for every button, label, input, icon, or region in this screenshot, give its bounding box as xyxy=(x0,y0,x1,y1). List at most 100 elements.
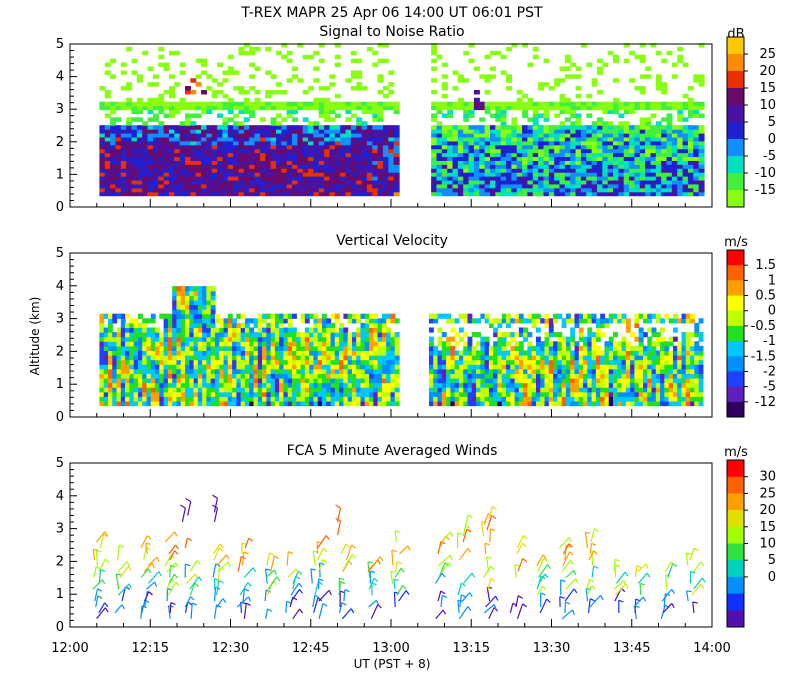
velocity-cell xyxy=(253,332,259,338)
snr-cell xyxy=(120,179,127,185)
snr-cell xyxy=(243,168,250,173)
snr-cell xyxy=(243,109,250,115)
snr-cell xyxy=(661,105,668,111)
snr-cell xyxy=(516,191,523,197)
snr-cell xyxy=(211,144,218,150)
snr-cell xyxy=(238,140,245,146)
velocity-cell xyxy=(647,341,653,347)
snr-cell xyxy=(500,187,507,193)
velocity-cell xyxy=(274,345,280,352)
snr-cell xyxy=(190,148,197,154)
velocity-cell xyxy=(112,387,118,393)
velocity-cell xyxy=(313,382,319,388)
velocity-cell xyxy=(172,396,178,402)
velocity-cell xyxy=(531,400,537,407)
snr-cell xyxy=(559,97,566,103)
snr-cell xyxy=(532,168,539,173)
snr-cell xyxy=(340,156,347,161)
velocity-cell xyxy=(99,373,105,379)
snr-cell xyxy=(361,121,368,126)
velocity-cell xyxy=(544,373,550,379)
velocity-cell xyxy=(330,359,336,365)
velocity-cell xyxy=(386,373,392,379)
snr-cell xyxy=(377,144,384,150)
snr-cell xyxy=(468,101,475,107)
velocity-cell xyxy=(125,368,130,374)
snr-cell xyxy=(618,113,625,118)
velocity-cell xyxy=(480,341,486,347)
velocity-cell xyxy=(638,341,644,347)
velocity-cell xyxy=(540,368,546,374)
snr-cell xyxy=(233,176,240,181)
velocity-cell xyxy=(630,350,636,356)
snr-cell xyxy=(655,176,662,181)
snr-cell xyxy=(190,164,197,169)
snr-cell xyxy=(693,144,700,150)
snr-cell xyxy=(677,125,684,130)
velocity-cell xyxy=(548,396,554,402)
snr-cell xyxy=(575,179,582,185)
snr-cell xyxy=(185,133,191,138)
velocity-cell xyxy=(351,318,357,324)
snr-cell xyxy=(607,50,614,56)
velocity-cell xyxy=(467,400,473,407)
snr-cell xyxy=(495,187,502,193)
snr-cell xyxy=(548,148,555,154)
velocity-cell xyxy=(488,318,494,324)
snr-cell xyxy=(650,183,657,189)
velocity-cell xyxy=(313,327,319,333)
velocity-cell xyxy=(463,350,469,356)
snr-cell xyxy=(506,152,512,158)
velocity-cell xyxy=(129,359,135,365)
snr-cell xyxy=(495,172,502,177)
snr-cell xyxy=(318,160,325,165)
velocity-cell xyxy=(321,350,327,356)
velocity-cell xyxy=(642,391,648,397)
snr-cell xyxy=(99,140,106,146)
snr-cell xyxy=(292,136,298,142)
velocity-cell xyxy=(309,327,315,333)
velocity-cell xyxy=(253,336,259,342)
velocity-cell xyxy=(514,318,520,324)
snr-cell xyxy=(318,176,325,181)
snr-cell xyxy=(538,133,545,138)
velocity-cell xyxy=(386,350,392,356)
velocity-cell xyxy=(471,318,477,324)
snr-cell xyxy=(607,152,614,158)
velocity-cell xyxy=(326,364,332,370)
snr-cell xyxy=(468,140,475,146)
snr-cell xyxy=(308,176,315,181)
snr-cell xyxy=(297,133,304,138)
snr-cell xyxy=(522,160,529,165)
snr-cell xyxy=(318,58,325,64)
snr-cell xyxy=(254,140,261,146)
snr-cell xyxy=(463,140,470,146)
velocity-cell xyxy=(446,345,451,352)
snr-cell xyxy=(99,125,106,130)
velocity-cell xyxy=(334,364,340,370)
velocity-cell xyxy=(193,318,199,324)
velocity-cell xyxy=(655,332,661,338)
velocity-cell xyxy=(274,368,280,374)
velocity-cell xyxy=(125,382,130,388)
snr-cell xyxy=(222,78,229,83)
snr-cell xyxy=(548,105,555,111)
snr-cell xyxy=(484,144,491,150)
snr-cell xyxy=(495,129,502,134)
velocity-cell xyxy=(236,359,242,365)
snr-cell xyxy=(254,160,261,165)
velocity-cell xyxy=(163,359,169,365)
velocity-cell xyxy=(574,345,580,352)
velocity-cell xyxy=(463,364,469,370)
snr-cell xyxy=(340,125,347,130)
velocity-cell xyxy=(214,382,220,388)
velocity-cell xyxy=(501,318,507,324)
velocity-cell xyxy=(428,327,434,333)
velocity-cell xyxy=(458,350,464,356)
velocity-cell xyxy=(446,313,451,319)
velocity-cell xyxy=(587,373,593,379)
velocity-cell xyxy=(377,341,383,347)
velocity-cell xyxy=(360,341,366,347)
snr-cell xyxy=(570,148,577,154)
